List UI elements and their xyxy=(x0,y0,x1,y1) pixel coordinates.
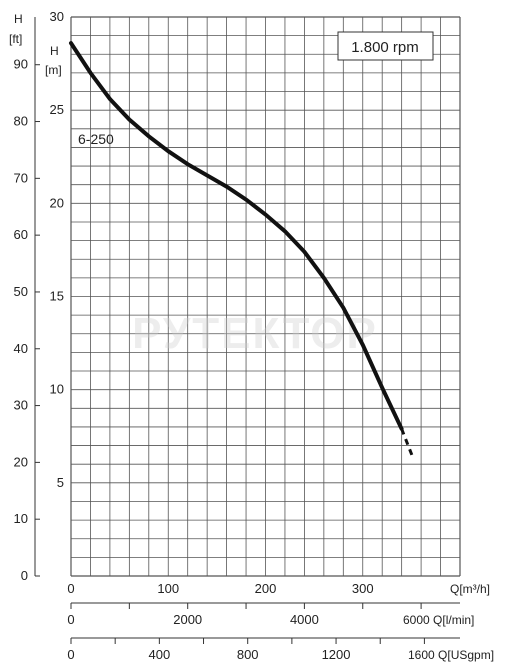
h-m-tick-label: 10 xyxy=(50,382,64,397)
h-ft-tick-label: 70 xyxy=(14,170,28,185)
chart-grid xyxy=(70,16,461,577)
q-lmin-title: 6000 Q[l/min] xyxy=(403,613,474,627)
h-m-tick-label: 25 xyxy=(50,102,64,117)
q-usgpm-title: 1600 Q[USgpm] xyxy=(408,648,494,662)
q-usgpm-tick-label: 400 xyxy=(148,647,170,662)
q-usgpm-ticks: 0 400 800 1200 xyxy=(67,638,425,662)
speed-label: 1.800 rpm xyxy=(351,39,419,56)
h-ft-tick-label: 20 xyxy=(14,454,28,469)
h-m-ticks: 30 25 20 15 10 5 xyxy=(50,9,64,490)
series-line-6-250 xyxy=(69,41,404,431)
h-ft-tick-label: 60 xyxy=(14,227,28,242)
series-group: 6-250 xyxy=(69,41,415,460)
h-ft-unit: [ft] xyxy=(9,32,22,46)
h-m-tick-label: 30 xyxy=(50,9,64,24)
h-m-tick-label: 20 xyxy=(50,195,64,210)
h-m-tick-label: 15 xyxy=(50,289,64,304)
q-m3h-tick-label: 200 xyxy=(255,581,277,596)
h-m-title: H xyxy=(50,44,59,58)
h-ft-tick-label: 90 xyxy=(14,57,28,72)
svg-text:РУТЕКТОР: РУТЕКТОР xyxy=(132,309,378,358)
h-ft-tick-label: 0 xyxy=(21,568,28,583)
h-ft-tick-label: 80 xyxy=(14,114,28,129)
q-usgpm-tick-label: 800 xyxy=(237,647,259,662)
watermark: РУТЕКТОР xyxy=(132,309,378,358)
h-ft-ticks: 90 80 70 60 50 40 30 20 10 0 xyxy=(14,17,40,583)
q-m3h-tick-label: 0 xyxy=(67,581,74,596)
q-m3h-tick-label: 300 xyxy=(352,581,374,596)
q-lmin-ticks: 0 2000 4000 xyxy=(67,603,422,627)
speed-box-frame xyxy=(337,31,434,61)
h-ft-title: H xyxy=(14,12,23,26)
q-usgpm-tick-label: 1200 xyxy=(322,647,351,662)
lower-axes xyxy=(71,602,460,639)
q-m3h-tick-label: 100 xyxy=(157,581,179,596)
axis-titles: H [ft] H [m] Q[m³/h] 6000 Q[l/min] 1600 … xyxy=(9,12,494,662)
h-ft-tick-label: 10 xyxy=(14,511,28,526)
q-m3h-title: Q[m³/h] xyxy=(450,582,490,596)
h-m-tick-label: 5 xyxy=(57,475,64,490)
q-lmin-tick-label: 4000 xyxy=(290,612,319,627)
q-usgpm-tick-label: 0 xyxy=(67,647,74,662)
series-label-6-250: 6-250 xyxy=(78,131,114,147)
speed-box: 1.800 rpm xyxy=(337,31,434,61)
q-lmin-tick-label: 0 xyxy=(67,612,74,627)
h-m-unit: [m] xyxy=(45,63,62,77)
h-ft-tick-label: 40 xyxy=(14,341,28,356)
h-ft-tick-label: 50 xyxy=(14,284,28,299)
q-lmin-tick-label: 2000 xyxy=(173,612,202,627)
q-m3h-ticks: 0 100 200 300 xyxy=(67,581,373,596)
h-ft-tick-label: 30 xyxy=(14,398,28,413)
series-line-6-250-extension xyxy=(400,428,415,460)
